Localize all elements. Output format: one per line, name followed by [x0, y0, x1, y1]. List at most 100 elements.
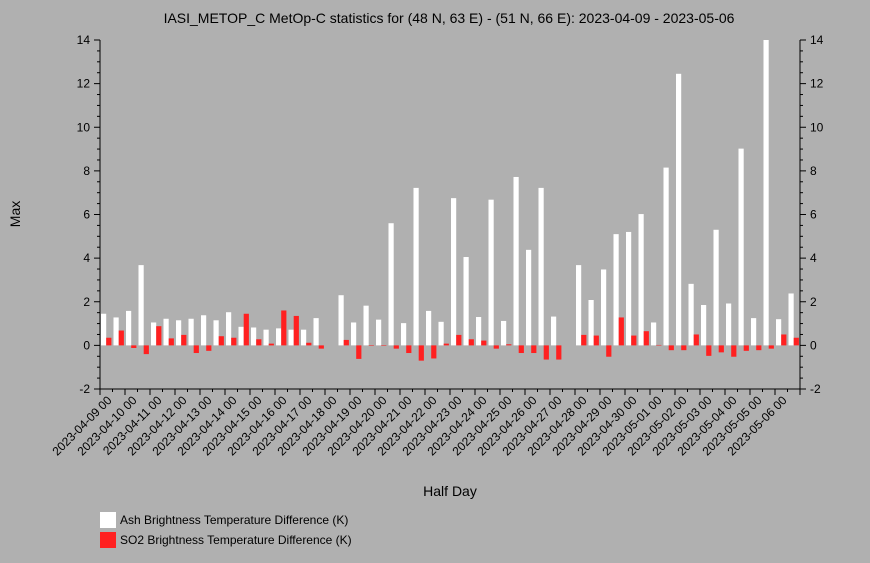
so2-bar [481, 340, 487, 346]
so2-bar [731, 345, 737, 357]
ash-bar [376, 319, 382, 346]
y-tick-label: 14 [810, 33, 824, 47]
y-tick-label: 12 [810, 77, 824, 91]
y-tick-label: -2 [810, 382, 821, 396]
y-tick-label: 6 [83, 208, 90, 222]
y-axis-label: Max [7, 201, 23, 227]
so2-bar [318, 345, 324, 349]
so2-bar [393, 345, 399, 349]
ash-bar [288, 329, 294, 346]
ash-bar [738, 148, 744, 346]
ash-bar [301, 329, 307, 346]
y-ticks-left: -2 0 2 4 6 8 10 12 14 [77, 33, 100, 396]
ash-bar [176, 320, 182, 346]
so2-bar [443, 343, 449, 346]
so2-bar [618, 317, 624, 346]
ash-bar [163, 318, 169, 346]
so2-bars [106, 310, 799, 361]
ash-bar [651, 322, 657, 346]
ash-bar [401, 323, 407, 346]
ash-bar [276, 328, 282, 346]
y-tick-label: 2 [83, 295, 90, 309]
so2-bar [681, 345, 687, 351]
ash-bar [663, 167, 669, 346]
ash-bar [101, 313, 107, 346]
so2-bar [206, 345, 212, 351]
so2-bar [468, 339, 474, 346]
ash-bar [713, 229, 719, 346]
so2-bar [556, 345, 562, 360]
legend-swatch-so2 [100, 532, 116, 548]
so2-bar [581, 334, 587, 346]
y-tick-label: 8 [810, 164, 817, 178]
ash-bar [751, 318, 757, 346]
ash-bar [488, 199, 494, 346]
y-tick-label: -2 [79, 382, 90, 396]
y-tick-label: 4 [810, 251, 817, 265]
so2-bar [793, 337, 799, 346]
ash-bar [426, 310, 432, 346]
ash-bar [676, 73, 682, 346]
so2-bar [606, 345, 612, 357]
so2-bar [631, 335, 637, 346]
ash-bar [438, 321, 444, 346]
y-tick-label: 2 [810, 295, 817, 309]
so2-bar [543, 345, 549, 360]
so2-bar [518, 345, 524, 354]
ash-bar [451, 198, 457, 346]
ash-bar [701, 305, 707, 346]
ash-bar [551, 316, 557, 346]
so2-bar [343, 339, 349, 346]
ash-bars [101, 40, 794, 346]
ash-bar [151, 322, 157, 346]
so2-bar [656, 344, 662, 346]
ash-bar [763, 40, 769, 346]
y-tick-label: 14 [77, 33, 91, 47]
ash-bar [188, 318, 194, 346]
ash-bar [688, 283, 694, 346]
so2-bar [531, 345, 537, 354]
ash-bar [313, 318, 319, 346]
so2-bar [431, 345, 437, 359]
so2-bar [743, 345, 749, 351]
ash-bar [613, 234, 619, 346]
ash-bar [776, 319, 782, 346]
ash-bar [351, 322, 357, 346]
so2-bar [506, 344, 512, 346]
so2-bar [756, 345, 762, 351]
y-tick-label: 0 [810, 338, 817, 352]
ash-bar [513, 176, 519, 346]
ash-bar [238, 326, 244, 346]
ash-bar [588, 300, 594, 346]
legend-item-ash: Ash Brightness Temperature Difference (K… [100, 512, 348, 528]
ash-bar [638, 214, 644, 346]
so2-bar [456, 334, 462, 346]
so2-bar [106, 337, 112, 346]
so2-bar [268, 343, 274, 346]
ash-bar [526, 249, 532, 346]
so2-bar [768, 345, 774, 349]
so2-bar [418, 345, 424, 361]
so2-bar [243, 313, 249, 346]
ash-bar [476, 317, 482, 346]
so2-bar [668, 345, 674, 351]
ash-bar [126, 310, 132, 346]
so2-bar [593, 335, 599, 346]
ash-bar [251, 327, 257, 346]
so2-bar [718, 345, 724, 353]
so2-bar [781, 334, 787, 346]
y-tick-label: 10 [77, 120, 91, 134]
so2-bar [256, 339, 262, 346]
ash-bar [501, 320, 507, 346]
y-tick-label: 4 [83, 251, 90, 265]
so2-bar [306, 342, 312, 346]
ash-bar [213, 320, 219, 346]
so2-bar [356, 345, 362, 359]
so2-bar [293, 315, 299, 346]
so2-bar [643, 331, 649, 346]
chart-title: IASI_METOP_C MetOp-C statistics for (48 … [164, 10, 735, 26]
so2-bar [693, 334, 699, 346]
so2-bar [193, 345, 199, 354]
so2-bar [218, 336, 224, 346]
